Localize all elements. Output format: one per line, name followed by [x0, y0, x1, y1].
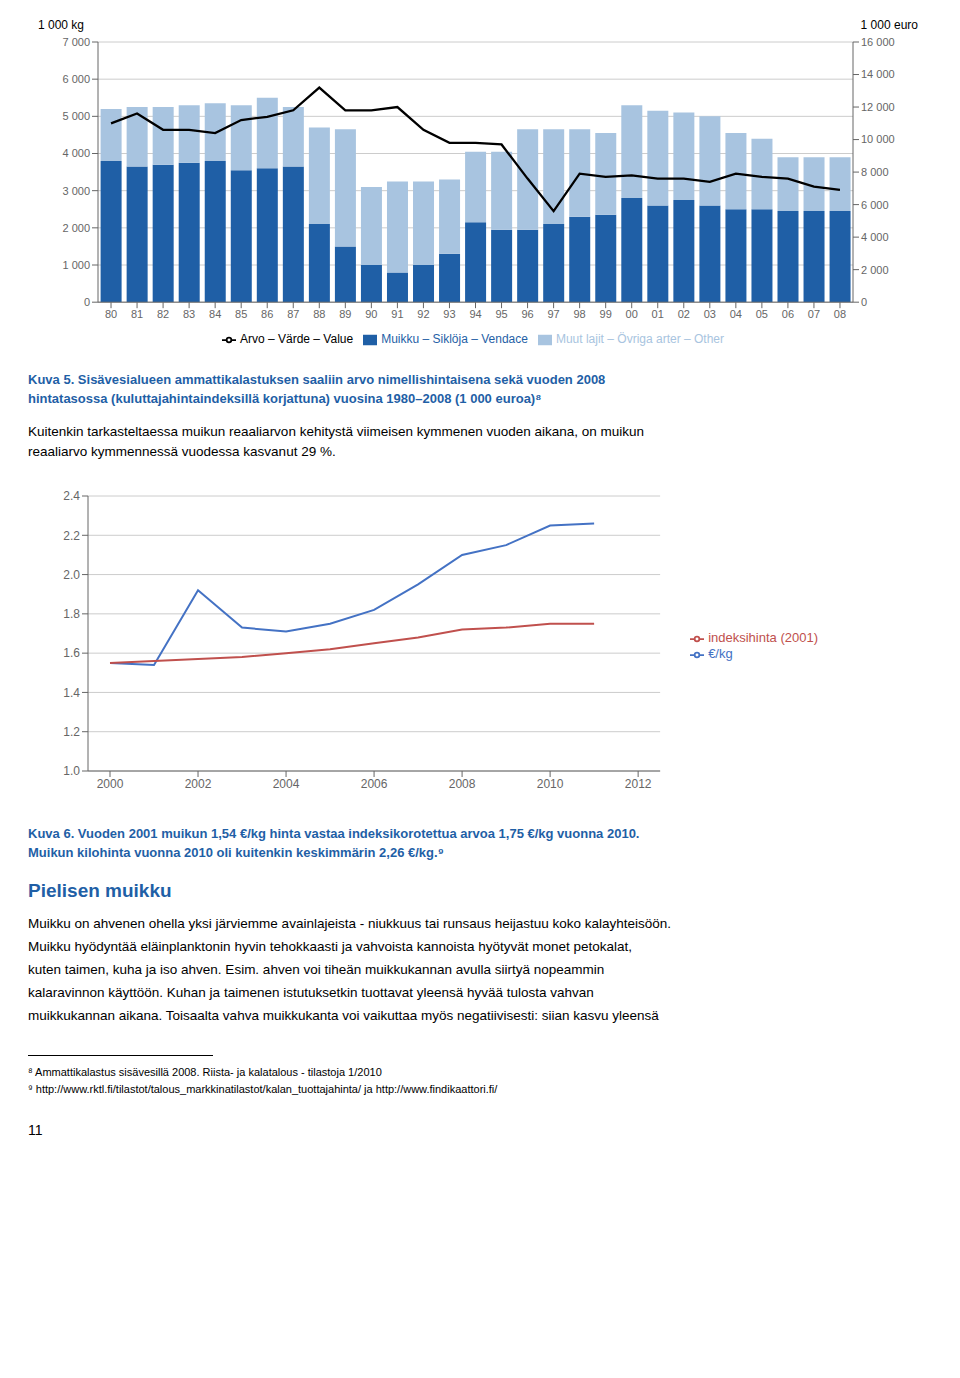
- svg-text:8 000: 8 000: [861, 166, 889, 178]
- svg-text:2 000: 2 000: [861, 264, 889, 276]
- svg-text:94: 94: [469, 308, 481, 320]
- svg-text:2 000: 2 000: [62, 222, 90, 234]
- svg-text:85: 85: [235, 308, 247, 320]
- svg-text:04: 04: [730, 308, 742, 320]
- html-text:reaaliarvo kymmennessä vuodess: reaaliarvo kymmennessä vuodessa kasvanut…: [28, 444, 336, 459]
- svg-text:6 000: 6 000: [861, 199, 889, 211]
- html-text:⁸ Ammattikalastus sisävesillä: ⁸ Ammattikalastus sisävesillä 2008. Riis…: [28, 1066, 382, 1078]
- svg-text:87: 87: [287, 308, 299, 320]
- html-text:Muut lajit – Övriga arter – Ot: Muut lajit – Övriga arter – Other: [555, 332, 724, 347]
- svg-text:05: 05: [756, 308, 768, 320]
- svg-text:2010: 2010: [537, 777, 564, 791]
- svg-text:99: 99: [600, 308, 612, 320]
- svg-text:4 000: 4 000: [62, 147, 90, 159]
- html-text:Kuitenkin tarkasteltaessa muik: Kuitenkin tarkasteltaessa muikun reaalia…: [28, 424, 645, 439]
- html-text:muikkukannan aikana. Toisaalta: muikkukannan aikana. Toisaalta vahva mui…: [28, 1008, 659, 1023]
- svg-text:3 000: 3 000: [62, 185, 90, 197]
- svg-text:93: 93: [443, 308, 455, 320]
- svg-text:2002: 2002: [185, 777, 212, 791]
- html-text:Kuva 5. Sisävesialueen ammatti: Kuva 5. Sisävesialueen ammattikalastukse…: [28, 372, 606, 387]
- svg-text:1.4: 1.4: [63, 686, 80, 700]
- html-text:€/kg: €/kg: [708, 646, 733, 661]
- svg-text:06: 06: [782, 308, 794, 320]
- svg-text:2000: 2000: [97, 777, 124, 791]
- svg-text:2.4: 2.4: [63, 489, 80, 503]
- html-text:Muikku on ahvenen ohella yksi: Muikku on ahvenen ohella yksi järviemme …: [28, 916, 672, 931]
- svg-text:07: 07: [808, 308, 820, 320]
- svg-text:84: 84: [209, 308, 221, 320]
- svg-text:1.8: 1.8: [63, 607, 80, 621]
- html-text:⁹ http://www.rktl.fi/tilastot/: ⁹ http://www.rktl.fi/tilastot/talous_mar…: [28, 1083, 498, 1095]
- html-text:Muikku hyödyntää eläinplankton: Muikku hyödyntää eläinplanktonin hyvin t…: [28, 939, 633, 954]
- svg-text:1.2: 1.2: [63, 725, 80, 739]
- html-text:1 000 euro: 1 000 euro: [860, 18, 918, 32]
- html-text:Arvo – Värde – Value: Arvo – Värde – Value: [240, 332, 354, 347]
- svg-text:10 000: 10 000: [861, 133, 895, 145]
- svg-text:1 000: 1 000: [62, 259, 90, 271]
- svg-text:80: 80: [105, 308, 117, 320]
- svg-text:4 000: 4 000: [861, 231, 889, 243]
- svg-text:97: 97: [547, 308, 559, 320]
- svg-text:1.0: 1.0: [63, 764, 80, 778]
- html-text:kalaravinnon käyttöön. Kuhan j: kalaravinnon käyttöön. Kuhan ja taimenen…: [28, 985, 594, 1000]
- html-text:Muikun kilohinta vuonna 2010 o: Muikun kilohinta vuonna 2010 oli kuitenk…: [28, 845, 444, 860]
- svg-text:2008: 2008: [449, 777, 476, 791]
- svg-text:96: 96: [521, 308, 533, 320]
- svg-text:2004: 2004: [273, 777, 300, 791]
- svg-text:6 000: 6 000: [62, 73, 90, 85]
- svg-text:2.2: 2.2: [63, 529, 80, 543]
- html-text:Kuva 6. Vuoden 2001 muikun 1,5: Kuva 6. Vuoden 2001 muikun 1,54 €/kg hin…: [28, 826, 640, 841]
- svg-text:2.0: 2.0: [63, 568, 80, 582]
- svg-text:82: 82: [157, 308, 169, 320]
- svg-text:03: 03: [704, 308, 716, 320]
- html-text:Pielisen muikku: Pielisen muikku: [28, 880, 172, 901]
- svg-text:0: 0: [861, 296, 867, 308]
- svg-text:90: 90: [365, 308, 377, 320]
- svg-text:95: 95: [495, 308, 507, 320]
- svg-text:98: 98: [574, 308, 586, 320]
- svg-text:00: 00: [626, 308, 638, 320]
- html-text:indeksihinta (2001): indeksihinta (2001): [708, 630, 818, 646]
- svg-text:5 000: 5 000: [62, 110, 90, 122]
- svg-text:1.6: 1.6: [63, 646, 80, 660]
- html-text:11: 11: [28, 1122, 43, 1138]
- svg-text:0: 0: [84, 296, 90, 308]
- svg-text:16 000: 16 000: [861, 36, 895, 48]
- svg-text:88: 88: [313, 308, 325, 320]
- svg-text:2012: 2012: [625, 777, 652, 791]
- svg-text:81: 81: [131, 308, 143, 320]
- html-text:Muikku – Siklöja – Vendace: Muikku – Siklöja – Vendace: [381, 332, 528, 347]
- svg-text:08: 08: [834, 308, 846, 320]
- svg-text:12 000: 12 000: [861, 101, 895, 113]
- svg-text:92: 92: [417, 308, 429, 320]
- html-text:kuten taimen, kuha ja iso ahve: kuten taimen, kuha ja iso ahven. Esim. a…: [28, 962, 605, 977]
- svg-text:83: 83: [183, 308, 195, 320]
- svg-text:14 000: 14 000: [861, 68, 895, 80]
- svg-text:2006: 2006: [361, 777, 388, 791]
- html-text:hintatasossa (kuluttajahintain: hintatasossa (kuluttajahintaindeksillä k…: [28, 391, 542, 406]
- html-text:1 000 kg: 1 000 kg: [38, 18, 84, 32]
- svg-text:89: 89: [339, 308, 351, 320]
- svg-text:86: 86: [261, 308, 273, 320]
- svg-text:7 000: 7 000: [62, 36, 90, 48]
- svg-text:01: 01: [652, 308, 664, 320]
- svg-text:02: 02: [678, 308, 690, 320]
- svg-text:91: 91: [391, 308, 403, 320]
